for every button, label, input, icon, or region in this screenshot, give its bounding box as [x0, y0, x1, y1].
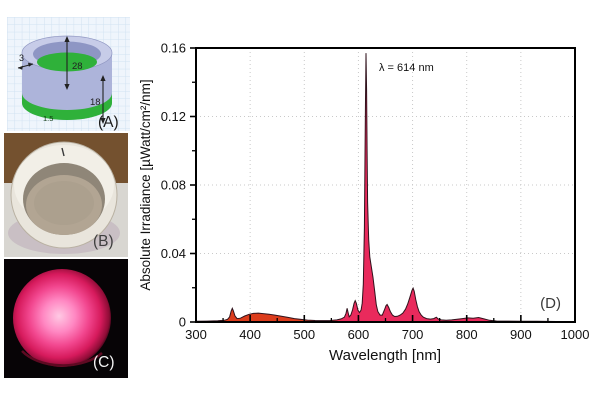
reflection-arc	[21, 350, 103, 367]
dim-label-wall: 3	[19, 53, 24, 63]
x-tick-label: 400	[239, 327, 261, 342]
y-tick-label: 0.16	[161, 41, 186, 56]
powder-texture	[34, 181, 94, 225]
dim-label-bottom: 1.5	[43, 114, 53, 123]
x-tick-label: 300	[185, 327, 207, 342]
panel-d-label: (D)	[540, 295, 561, 312]
emission-spectrum-chart: 300 400 500 600 700 800 900 1000 0 0.04 0.08 0.12 0.…	[138, 41, 590, 365]
arrowhead	[18, 65, 23, 70]
arrowhead	[28, 62, 33, 67]
panel-a-label: (A)	[98, 114, 119, 131]
panel-c-label: (C)	[93, 354, 115, 371]
x-axis-title: Wavelength [nm]	[329, 347, 441, 364]
x-tick-label: 800	[456, 327, 478, 342]
arrowhead	[100, 75, 106, 81]
x-tick-label: 600	[348, 327, 370, 342]
x-tick-label: 500	[293, 327, 315, 342]
y-tick-label: 0.08	[161, 178, 186, 193]
arrowhead	[100, 118, 106, 124]
y-tick-label: 0.04	[161, 246, 186, 261]
x-tick-label: 1000	[561, 327, 590, 342]
x-tick-label: 900	[510, 327, 532, 342]
peak-annotation: λ = 614 nm	[379, 62, 434, 74]
arrowhead	[64, 84, 70, 90]
red-emission-glow	[13, 269, 111, 367]
dim-label-inner: 28	[72, 61, 83, 72]
dim-label-height: 18	[90, 97, 101, 108]
y-axis-title: Absolute Irradiance [µWatt/cm²/nm]	[138, 79, 153, 290]
panel-b-label: (B)	[93, 233, 114, 250]
y-tick-label: 0.12	[161, 109, 186, 124]
y-tick-label: 0	[179, 315, 186, 330]
phosphor-bottom-band	[22, 93, 112, 120]
spectrum-path	[195, 53, 576, 323]
x-tick-label: 700	[402, 327, 424, 342]
panel-c-emission-photo: (C)	[4, 259, 128, 378]
panel-b-crucible-photo: (B)	[4, 133, 128, 257]
panel-a-3d-model: 3 28 18 1.5 (A)	[7, 17, 130, 131]
arrowhead	[64, 36, 70, 42]
rim-mark	[61, 147, 65, 157]
